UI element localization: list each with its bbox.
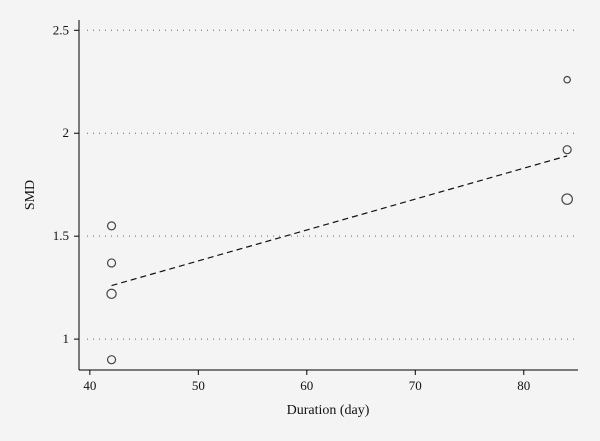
y-axis-title: SMD bbox=[23, 180, 38, 210]
y-tick-label: 1.5 bbox=[53, 228, 69, 243]
fit-line-group bbox=[111, 155, 568, 287]
x-tick-label: 40 bbox=[83, 378, 96, 393]
data-point bbox=[106, 288, 117, 300]
x-ticks: 40 50 60 70 80 bbox=[83, 370, 530, 393]
gridlines bbox=[87, 29, 578, 340]
axes bbox=[78, 20, 578, 371]
y-tick-label: 1 bbox=[63, 331, 70, 346]
y-tick-label: 2.5 bbox=[53, 22, 69, 37]
data-points bbox=[106, 75, 573, 365]
regression-line bbox=[111, 155, 568, 287]
y-tick-label: 2 bbox=[63, 125, 70, 140]
x-tick-label: 50 bbox=[192, 378, 205, 393]
x-tick-label: 60 bbox=[300, 378, 313, 393]
x-tick-label: 80 bbox=[517, 378, 530, 393]
x-tick-label: 70 bbox=[409, 378, 422, 393]
data-point bbox=[562, 145, 572, 155]
data-point bbox=[561, 193, 573, 205]
data-point bbox=[563, 75, 571, 84]
data-point bbox=[106, 355, 117, 365]
x-axis-title: Duration (day) bbox=[287, 403, 370, 418]
data-point bbox=[106, 221, 117, 231]
data-point bbox=[106, 258, 117, 268]
y-ticks: 1 1.5 2 2.5 bbox=[53, 22, 79, 346]
